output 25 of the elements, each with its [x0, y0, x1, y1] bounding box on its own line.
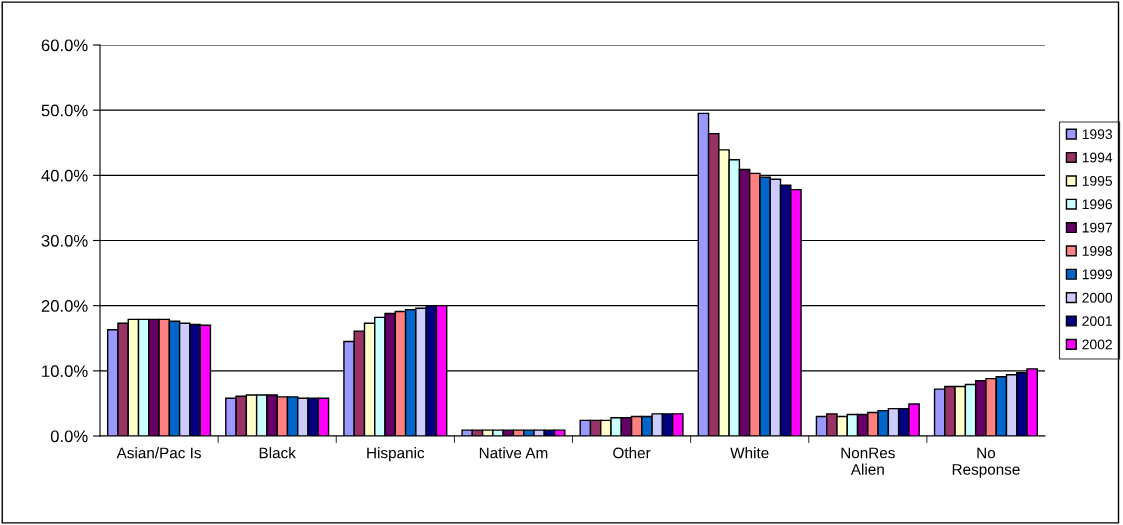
legend-label: 1994 — [1082, 152, 1113, 163]
legend-label: 1997 — [1082, 222, 1112, 233]
x-tick-label: Native Am — [479, 447, 548, 459]
legend-label: 2002 — [1082, 339, 1112, 350]
y-tick-label: 0.0% — [50, 430, 88, 443]
x-tick-label: No Response — [952, 447, 1020, 478]
legend-label: 1993 — [1082, 129, 1113, 140]
y-tick-label: 50.0% — [41, 104, 88, 117]
y-tick-label: 10.0% — [42, 365, 88, 378]
legend-label: 1998 — [1082, 246, 1113, 256]
x-tick-label: Asian/Pac Is — [116, 447, 201, 459]
x-tick-label: White — [730, 447, 769, 459]
legend-label: 1995 — [1082, 175, 1113, 186]
legend-label: 1996 — [1082, 199, 1113, 210]
x-tick-label: Hispanic — [367, 447, 425, 462]
x-tick-label: Black — [259, 447, 296, 459]
y-tick-label: 20.0% — [41, 300, 88, 312]
y-tick-label: 30.0% — [41, 234, 88, 247]
x-tick-label: NonRes Alien — [841, 447, 895, 475]
legend-label: 2001 — [1082, 316, 1112, 326]
legend-label: 2000 — [1082, 292, 1113, 303]
x-tick-label: Other — [613, 447, 651, 459]
y-tick-label: 60.0% — [41, 39, 88, 52]
legend-label: 1999 — [1082, 269, 1112, 280]
y-tick-label: 40.0% — [41, 169, 88, 182]
